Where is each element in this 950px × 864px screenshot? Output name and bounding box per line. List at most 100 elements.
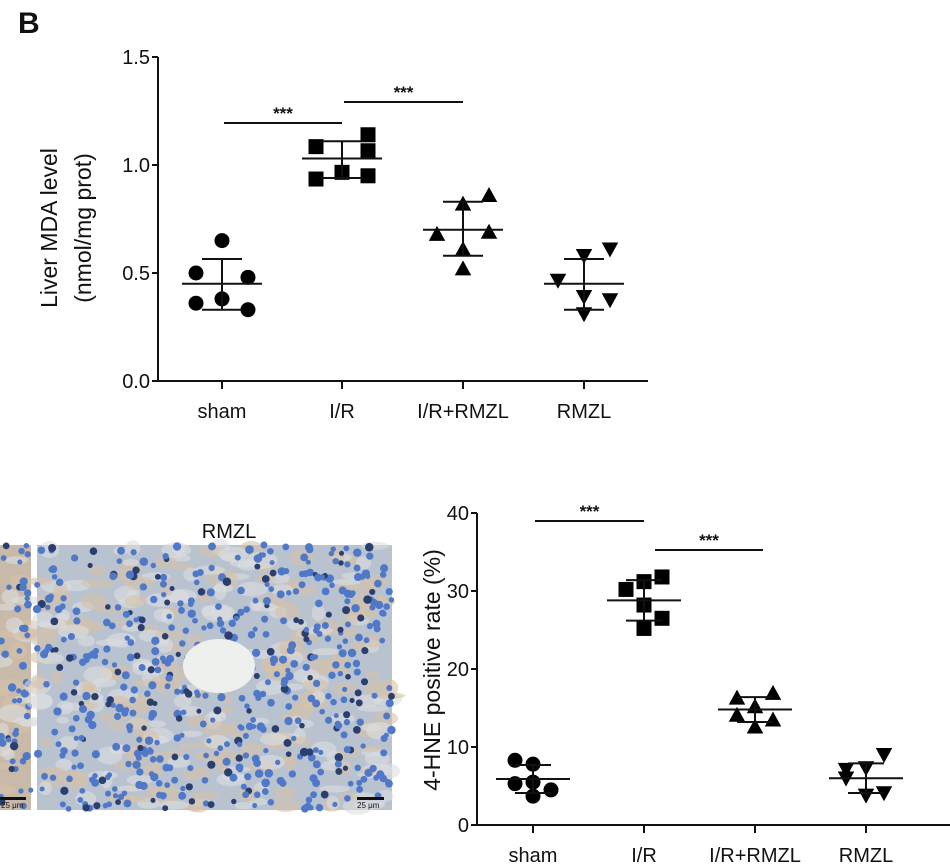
nucleus [344, 598, 351, 605]
nucleus [110, 702, 116, 708]
nucleus [334, 760, 342, 768]
nucleus [285, 703, 293, 710]
nucleus [216, 616, 223, 622]
nucleus [129, 696, 136, 704]
nucleus [139, 583, 148, 591]
nucleus [41, 772, 48, 780]
tissue-stain [237, 560, 259, 571]
nucleus [130, 549, 137, 556]
data-point-triangle-up [454, 260, 472, 276]
data-point-triangle-up [428, 225, 446, 241]
nucleus [72, 679, 80, 686]
tissue-stain [81, 578, 114, 589]
nucleus [155, 780, 163, 787]
nucleus [82, 804, 90, 812]
nucleus [356, 785, 364, 793]
nucleus [223, 741, 230, 748]
nucleus [384, 778, 391, 785]
nucleus [178, 791, 187, 800]
nucleus [219, 627, 227, 634]
data-point-triangle-down [549, 273, 567, 289]
nucleus [371, 692, 378, 699]
nucleus [182, 627, 190, 634]
nucleus [222, 757, 231, 766]
tissue-stain [122, 559, 140, 566]
data-point-circle [240, 269, 256, 285]
data-point-circle [214, 233, 230, 249]
nucleus [298, 581, 306, 589]
nucleus [160, 591, 167, 598]
nucleus [183, 753, 190, 761]
nucleus [300, 553, 309, 562]
nucleus [343, 719, 351, 726]
nucleus [343, 545, 350, 552]
nucleus [89, 776, 96, 783]
nucleus [111, 662, 118, 668]
nucleus [237, 766, 244, 773]
nucleus [114, 604, 122, 611]
nucleus [237, 608, 245, 616]
nucleus [73, 735, 79, 741]
nucleus [207, 760, 216, 769]
nucleus [280, 684, 289, 693]
tissue-stain [197, 593, 212, 603]
nucleus [252, 648, 261, 658]
nucleus [159, 573, 168, 581]
nucleus [374, 579, 382, 588]
nucleus [150, 772, 159, 782]
nucleus [2, 542, 10, 550]
nucleus [112, 793, 119, 799]
nucleus [222, 577, 232, 586]
nucleus [89, 547, 98, 555]
nucleus [365, 573, 371, 579]
nucleus [133, 652, 141, 660]
nucleus [347, 648, 357, 658]
nucleus [354, 764, 361, 772]
tissue-stain [259, 732, 288, 746]
nucleus [9, 741, 19, 751]
nucleus [360, 775, 368, 783]
nucleus [60, 747, 68, 755]
tissue-stain [213, 582, 227, 601]
mda-chart: 0.0 0.5 1.0 1.5 sham I/R I/R+RMZL RMZL *** *** Liv… [36, 47, 648, 423]
nucleus [213, 750, 220, 757]
nucleus [121, 671, 130, 680]
y-tick-label: 0 [458, 815, 469, 837]
tissue-stain [255, 754, 285, 770]
nucleus [5, 737, 12, 743]
nucleus [144, 736, 154, 745]
nucleus [79, 788, 86, 794]
nucleus [349, 697, 355, 704]
nucleus [108, 622, 116, 630]
nucleus [338, 649, 347, 658]
nucleus [126, 723, 134, 731]
nucleus [344, 661, 352, 669]
nucleus [24, 589, 32, 597]
y-axis-label: Liver MDA level [36, 148, 62, 308]
nucleus [355, 633, 363, 642]
nucleus [261, 615, 269, 623]
nucleus [285, 751, 292, 757]
data-point-square [360, 143, 376, 159]
nucleus [303, 626, 310, 633]
nucleus [59, 603, 66, 610]
nucleus [60, 636, 67, 643]
nucleus [236, 741, 243, 748]
nucleus [325, 693, 332, 700]
nucleus [59, 692, 68, 701]
nucleus [243, 606, 250, 613]
nucleus [338, 550, 344, 556]
tissue-stain [107, 723, 127, 731]
nucleus [82, 691, 91, 701]
y-axis-label: (nmol/mg prot) [70, 153, 96, 303]
nucleus [251, 723, 257, 730]
nucleus [207, 801, 215, 809]
nucleus [16, 697, 23, 704]
y-tick-label: 10 [447, 737, 469, 759]
nucleus [307, 694, 316, 703]
nucleus [19, 757, 27, 765]
nucleus [123, 707, 130, 713]
tissue-stain [311, 604, 325, 622]
data-point-square [308, 139, 324, 155]
nucleus [146, 698, 155, 706]
